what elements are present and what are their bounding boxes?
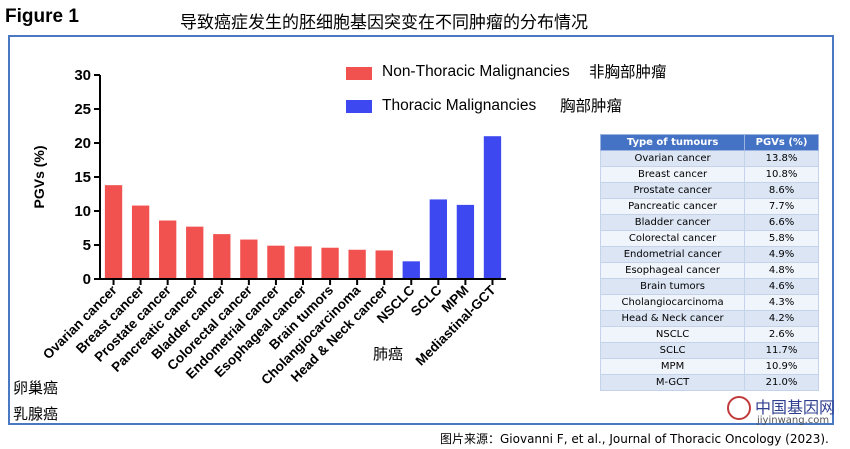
figure-frame: [8, 35, 834, 425]
table-cell-pgv: 4.9%: [744, 246, 819, 263]
table-row: Brain tumors 4.6%: [599, 278, 819, 295]
table-cell-tumour: M-GCT: [599, 374, 746, 391]
bar: [186, 226, 204, 279]
table-row: Endometrial cancer 4.9%: [599, 246, 819, 263]
bar: [375, 250, 393, 279]
table-cell-tumour: Endometrial cancer: [599, 246, 746, 263]
ovarian-cancer-note: 卵巢癌: [13, 379, 59, 397]
legend-label: Non-Thoracic Malignancies: [382, 63, 570, 80]
table-cell-tumour: Pancreatic cancer: [599, 198, 746, 215]
bar: [131, 205, 150, 279]
table-row: Cholangiocarcinoma 4.3%: [599, 294, 819, 311]
table-cell-pgv: 4.3%: [744, 294, 819, 311]
legend-label: Thoracic Malignancies: [382, 97, 536, 114]
bar: [483, 136, 502, 279]
bar: [456, 204, 475, 279]
y-tick-label: 25: [74, 101, 91, 118]
table-row: Breast cancer 10.8%: [599, 166, 819, 183]
table-header-pgv: PGVs (%): [744, 134, 819, 151]
dna-logo-icon: [727, 396, 751, 420]
table-row: Pancreatic cancer 7.7%: [599, 198, 819, 215]
table-row: Colorectal cancer 5.8%: [599, 230, 819, 247]
table-cell-pgv: 4.6%: [744, 278, 819, 295]
y-tick-label: 10: [74, 203, 91, 220]
bar: [240, 239, 258, 279]
table-cell-pgv: 6.6%: [744, 214, 819, 231]
table-row: Bladder cancer 6.6%: [599, 214, 819, 231]
source-citation: 图片来源：Giovanni F, et al., Journal of Thor…: [440, 432, 829, 446]
watermark-url: jiyinwang.com: [757, 415, 830, 426]
table-row: Head & Neck cancer 4.2%: [599, 310, 819, 327]
bar: [159, 220, 177, 279]
table-cell-pgv: 10.9%: [744, 358, 819, 375]
breast-cancer-note: 乳腺癌: [13, 405, 59, 423]
legend-swatch: [346, 67, 372, 80]
legend-note: 胸部肿瘤: [560, 97, 622, 115]
legend-note: 非胸部肿瘤: [589, 63, 667, 81]
table-row: Esophageal cancer 4.8%: [599, 262, 819, 279]
table-cell-tumour: MPM: [599, 358, 746, 375]
watermark-name: 中国基因网: [755, 398, 836, 417]
table-cell-tumour: NSCLC: [599, 326, 746, 343]
figure-label: Figure 1: [5, 6, 79, 27]
table-cell-tumour: Prostate cancer: [599, 182, 746, 199]
bar: [294, 246, 312, 279]
table-cell-tumour: Bladder cancer: [599, 214, 746, 231]
y-tick-label: 30: [74, 67, 91, 84]
bar: [429, 199, 447, 279]
table-cell-pgv: 21.0%: [744, 374, 819, 391]
table-row: NSCLC 2.6%: [599, 326, 819, 343]
bar: [348, 249, 366, 279]
figure-title: 导致癌症发生的胚细胞基因突变在不同肿瘤的分布情况: [180, 13, 588, 33]
y-tick-label: 15: [74, 169, 91, 186]
table-cell-pgv: 4.8%: [744, 262, 819, 279]
legend-swatch: [346, 100, 372, 113]
table-cell-pgv: 4.2%: [744, 310, 819, 327]
bar: [104, 185, 123, 279]
y-tick-label: 5: [83, 237, 91, 254]
table-cell-pgv: 8.6%: [744, 182, 819, 199]
bar: [321, 247, 339, 279]
table-cell-tumour: Cholangiocarcinoma: [599, 294, 746, 311]
table-cell-tumour: Colorectal cancer: [599, 230, 746, 247]
table-cell-tumour: Head & Neck cancer: [599, 310, 746, 327]
table-cell-pgv: 2.6%: [744, 326, 819, 343]
table-header-tumour: Type of tumours: [599, 134, 746, 151]
table-row: MPM 10.9%: [599, 358, 819, 375]
y-tick-label: 20: [74, 135, 91, 152]
table-cell-pgv: 13.8%: [744, 150, 819, 167]
bar: [267, 245, 285, 279]
table-row: M-GCT 21.0%: [599, 374, 819, 391]
x-tick-label: SCLC: [408, 282, 445, 319]
table-cell-tumour: Esophageal cancer: [599, 262, 746, 279]
table-cell-tumour: Ovarian cancer: [599, 150, 746, 167]
table-cell-pgv: 11.7%: [744, 342, 819, 359]
table-cell-pgv: 5.8%: [744, 230, 819, 247]
table-cell-tumour: Breast cancer: [599, 166, 746, 183]
table-header-row: Type of tumours PGVs (%): [599, 134, 819, 151]
y-tick-label: 0: [83, 271, 91, 288]
bar: [213, 234, 231, 279]
bar: [402, 261, 420, 279]
table-row: Ovarian cancer 13.8%: [599, 150, 819, 167]
pgv-table: Type of tumours PGVs (%) Ovarian cancer 1…: [599, 134, 819, 391]
table-cell-pgv: 7.7%: [744, 198, 819, 215]
y-axis-label: PGVs (%): [31, 145, 47, 208]
table-cell-tumour: Brain tumors: [599, 278, 746, 295]
lung-cancer-note: 肺癌: [373, 345, 404, 363]
table-row: SCLC 11.7%: [599, 342, 819, 359]
table-row: Prostate cancer 8.6%: [599, 182, 819, 199]
table-cell-pgv: 10.8%: [744, 166, 819, 183]
table-cell-tumour: SCLC: [599, 342, 746, 359]
